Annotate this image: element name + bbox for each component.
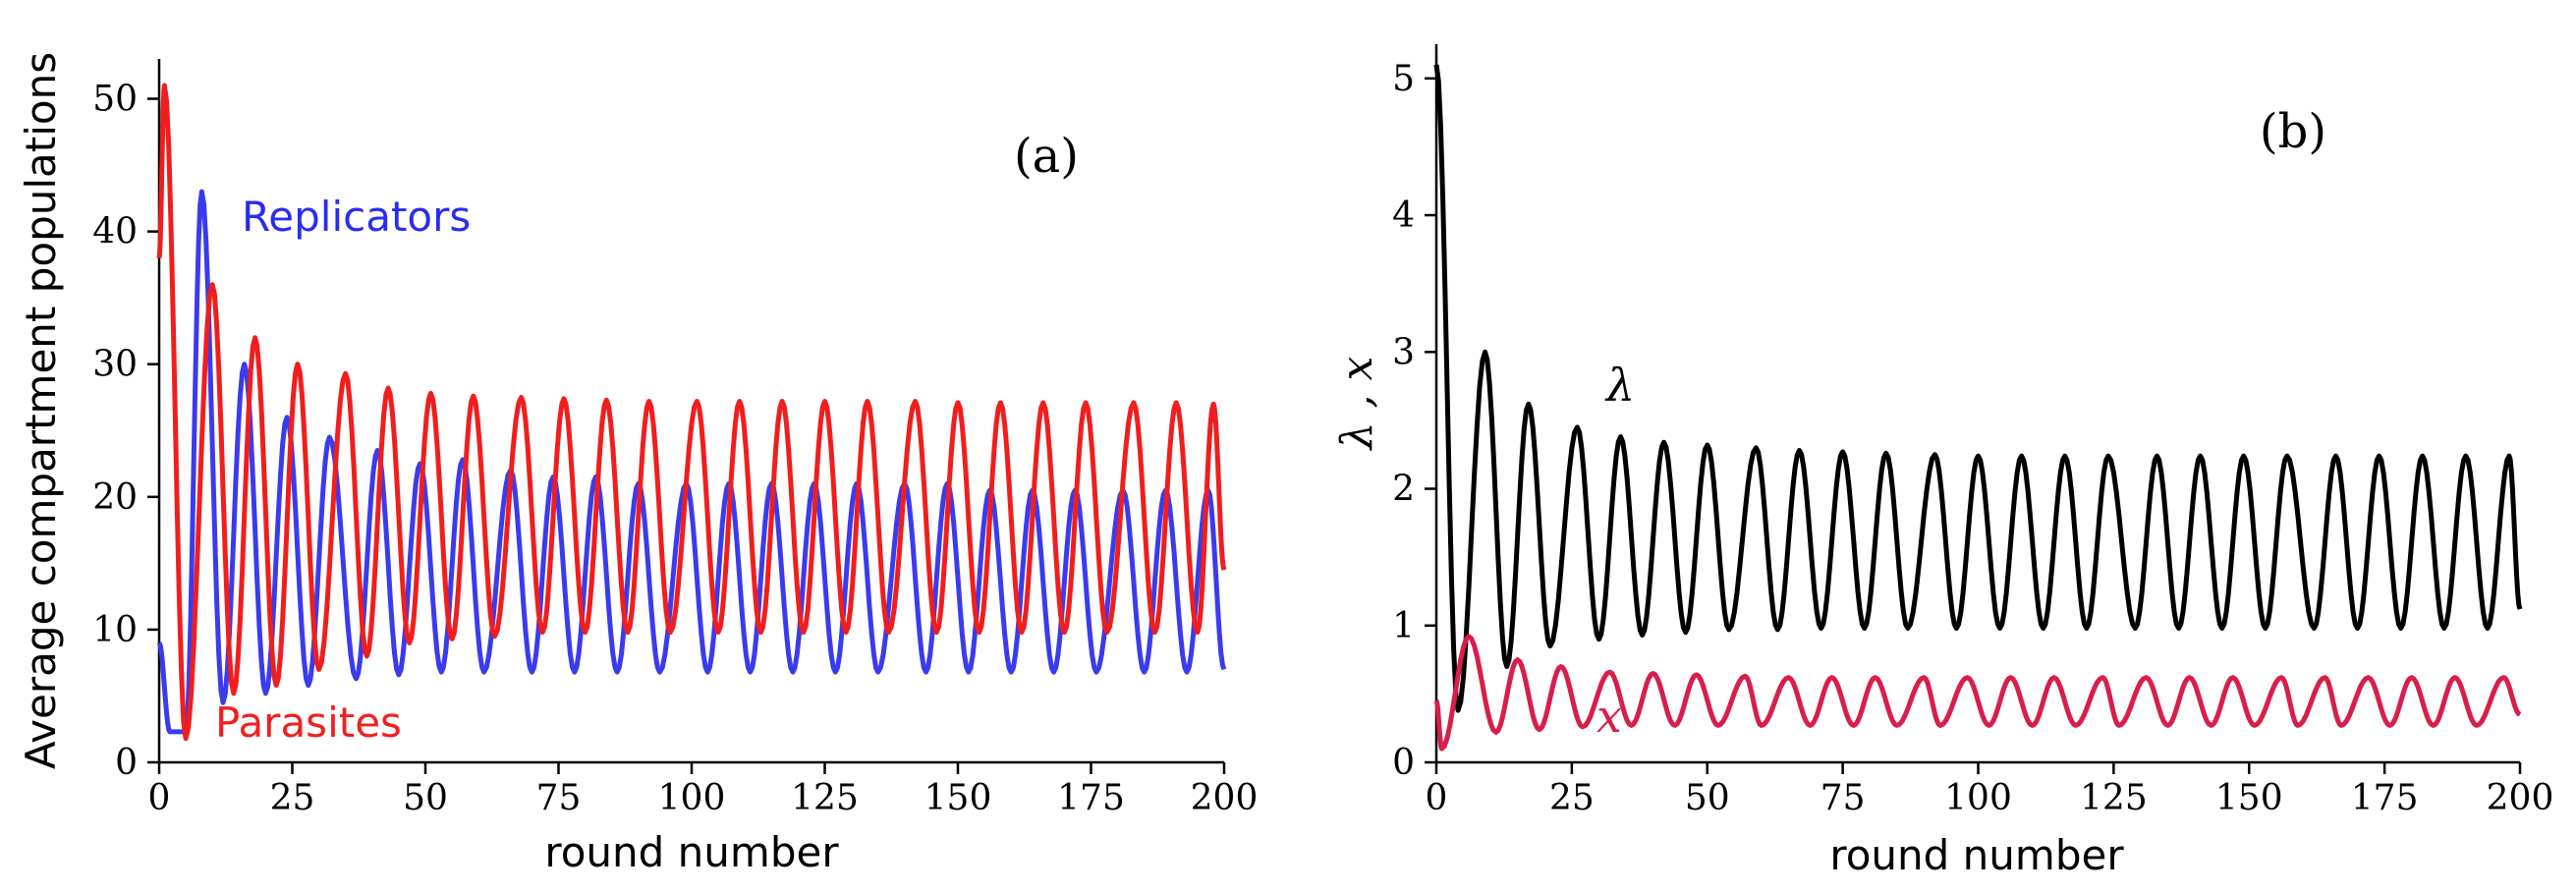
series-line-x xyxy=(1433,634,2522,752)
y-tick-label: 30 xyxy=(92,345,138,385)
y-tick-label: 4 xyxy=(1392,195,1415,236)
x-tick-label: 50 xyxy=(403,778,448,818)
y-tick-label: 10 xyxy=(92,610,138,650)
series-line-lambda xyxy=(1433,64,2523,713)
panel-b-y-ticks: 0 1 2 3 4 5 xyxy=(1392,59,1436,783)
panel-a-y-ticks: 0 10 20 30 40 50 xyxy=(92,80,159,783)
x-tick-label: 0 xyxy=(1426,778,1448,818)
panel-b-x-ticks: 0 25 50 75 100 125 150 175 200 xyxy=(1426,762,2554,818)
x-tick-label: 75 xyxy=(536,778,582,818)
panel-a-y-axis-label: Average compartment populations xyxy=(17,52,65,769)
panel-b-y-axis-label: λ , x xyxy=(1332,356,1382,451)
x-tick-label: 125 xyxy=(791,778,859,818)
y-tick-label: 0 xyxy=(115,743,138,783)
x-tick-label: 25 xyxy=(1549,778,1595,818)
x-tick-label: 150 xyxy=(2215,778,2283,818)
x-tick-label: 25 xyxy=(270,778,315,818)
x-tick-label: 175 xyxy=(1057,778,1125,818)
parasites-annotation: Parasites xyxy=(215,698,402,747)
x-tick-label: 0 xyxy=(148,778,171,818)
series-line-parasites xyxy=(156,83,1227,742)
y-tick-label: 3 xyxy=(1392,332,1415,372)
panel-b-x-axis-label: round number xyxy=(1829,831,2124,879)
y-tick-label: 50 xyxy=(92,80,138,120)
x-tick-label: 150 xyxy=(924,778,992,818)
lambda-annotation: λ xyxy=(1604,359,1635,412)
panel-a-series xyxy=(156,83,1227,742)
x-tick-label: 200 xyxy=(2487,778,2554,818)
panel-b-label: (b) xyxy=(2260,104,2326,159)
panel-a-x-ticks: 0 25 50 75 100 125 150 175 200 xyxy=(148,762,1259,818)
replicators-annotation: Replicators xyxy=(242,193,471,241)
panel-a-x-axis-label: round number xyxy=(544,828,839,876)
panel-a-label: (a) xyxy=(1014,129,1079,184)
x-tick-label: 125 xyxy=(2080,778,2148,818)
y-tick-label: 1 xyxy=(1392,606,1415,646)
panel-b-series xyxy=(1433,64,2523,752)
y-tick-label: 0 xyxy=(1392,743,1415,783)
y-tick-label: 5 xyxy=(1392,59,1415,99)
y-tick-label: 40 xyxy=(92,212,138,252)
y-tick-label: 2 xyxy=(1392,470,1415,510)
x-tick-label: 75 xyxy=(1820,778,1866,818)
x-tick-label: 100 xyxy=(658,778,726,818)
series-line-replicators xyxy=(156,189,1227,735)
panel-b: 0 25 50 75 100 125 150 175 200 0 1 2 3 4 5 round numb… xyxy=(1332,44,2553,879)
panel-a: 0 25 50 75 100 125 150 175 200 0 10 20 30 40 50 round… xyxy=(17,52,1258,876)
x-tick-label: 100 xyxy=(1944,778,2012,818)
x-tick-label: 200 xyxy=(1191,778,1259,818)
x-annotation: x xyxy=(1596,690,1622,743)
x-tick-label: 175 xyxy=(2351,778,2419,818)
y-tick-label: 20 xyxy=(92,477,138,518)
x-tick-label: 50 xyxy=(1685,778,1730,818)
